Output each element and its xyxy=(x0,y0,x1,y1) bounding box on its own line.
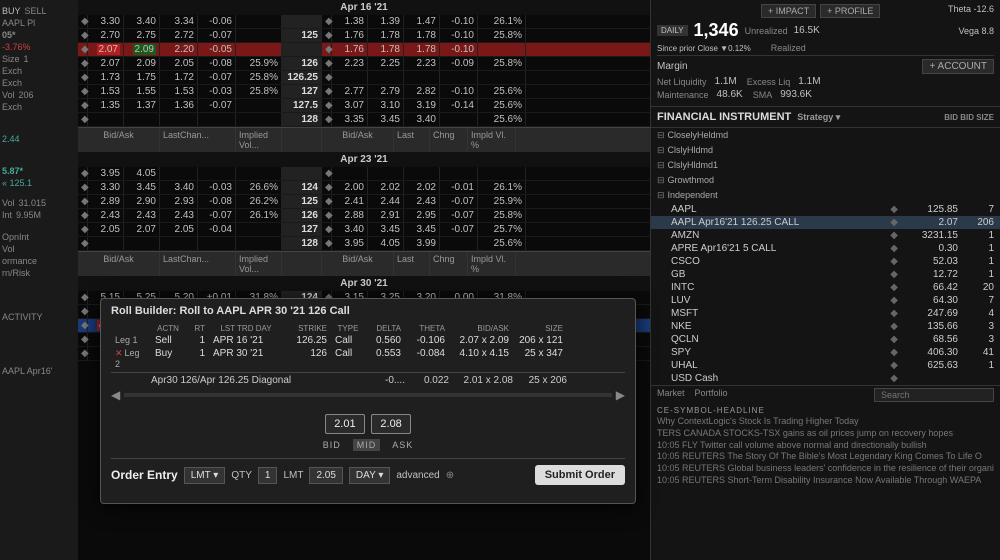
chain-row[interactable]: ◆2.702.75 2.72-0.07 125 ◆1.761.78 1.78-0… xyxy=(78,29,650,43)
position-row[interactable]: INTC◆66.4220 xyxy=(651,281,1000,294)
position-row[interactable]: AMZN◆3231.151 xyxy=(651,229,1000,242)
account-group[interactable]: Growthmod xyxy=(651,173,1000,188)
pct-change: -3.76% xyxy=(2,42,31,52)
chain-row[interactable]: ◆3.954.05 ◆ xyxy=(78,167,650,181)
search-input[interactable]: Search xyxy=(874,388,994,402)
pnl-value: 1,346 xyxy=(694,20,739,41)
news-headline[interactable]: 10:05 FLY Twitter call volume above norm… xyxy=(657,440,994,452)
chain-row[interactable]: ◆1.351.37 1.36-0.07 127.5 ◆3.073.10 3.19… xyxy=(78,99,650,113)
mid-toggle[interactable]: MID xyxy=(353,439,381,451)
account-button[interactable]: + ACCOUNT xyxy=(922,59,994,74)
expiry-header[interactable]: Apr 30 '21 xyxy=(78,276,650,291)
news-headline[interactable]: Why ContextLogic's Stock Is Trading High… xyxy=(657,416,994,428)
sell-label[interactable]: SELL xyxy=(25,6,47,16)
slider-left-icon[interactable]: ◀ xyxy=(111,388,120,402)
strategy-select[interactable]: Strategy ▾ xyxy=(797,112,840,123)
expiry-header[interactable]: Apr 16 '21 xyxy=(78,0,650,15)
slider-right-icon[interactable]: ▶ xyxy=(616,388,625,402)
limit-price-input[interactable]: 2.05 xyxy=(309,467,342,484)
tif-select[interactable]: DAY ▾ xyxy=(349,467,390,484)
chain-row[interactable]: ◆1.531.55 1.53-0.0325.8% 127 ◆2.772.79 2… xyxy=(78,85,650,99)
position-row[interactable]: SPY◆406.3041 xyxy=(651,346,1000,359)
portfolio-tab[interactable]: Portfolio xyxy=(695,388,728,402)
profile-button[interactable]: + PROFILE xyxy=(820,4,880,18)
roll-title: Roll Builder: Roll to AAPL APR 30 '21 12… xyxy=(111,305,625,317)
position-row[interactable]: UHAL◆625.631 xyxy=(651,359,1000,372)
order-entry-label: Order Entry xyxy=(111,468,178,482)
news-headline[interactable]: 10:05 REUTERS Short-Term Disability Insu… xyxy=(657,475,994,487)
remove-leg-icon[interactable]: ✕ xyxy=(115,348,123,358)
news-headline[interactable]: TERS CANADA STOCKS-TSX gains as oil pric… xyxy=(657,428,994,440)
position-row[interactable]: QCLN◆68.563 xyxy=(651,333,1000,346)
buy-label[interactable]: BUY xyxy=(2,6,21,16)
news-headline[interactable]: 10:05 REUTERS Global business leaders' c… xyxy=(657,463,994,475)
chain-row[interactable]: ◆3.303.40 3.34-0.06 ◆1.381.39 1.47-0.102… xyxy=(78,15,650,29)
price-option-1[interactable]: 2.01 xyxy=(325,414,364,434)
position-row[interactable]: MSFT◆247.694 xyxy=(651,307,1000,320)
account-group[interactable]: Independent xyxy=(651,188,1000,203)
chain-row[interactable]: ◆2.072.09 2.20-0.05 ◆1.761.78 1.78-0.10 xyxy=(78,43,650,57)
account-group[interactable]: ClslyHldmd xyxy=(651,143,1000,158)
chain-row[interactable]: ◆ 128 ◆3.353.45 3.4025.6% xyxy=(78,113,650,127)
fi-header: FINANCIAL INSTRUMENT xyxy=(657,111,791,123)
chain-row[interactable]: ◆2.052.07 2.05-0.04 127 ◆3.403.45 3.45-0… xyxy=(78,223,650,237)
account-group[interactable]: ClslyHldmd1 xyxy=(651,158,1000,173)
roll-builder-panel: Roll Builder: Roll to AAPL APR 30 '21 12… xyxy=(100,298,636,504)
chain-row[interactable]: ◆2.072.09 2.05-0.0825.9% 126 ◆2.232.25 2… xyxy=(78,57,650,71)
position-row[interactable]: APRE Apr16'21 5 CALL◆0.301 xyxy=(651,242,1000,255)
ask-toggle[interactable]: ASK xyxy=(392,440,413,450)
advanced-toggle[interactable]: advanced xyxy=(396,470,439,481)
chain-row[interactable]: ◆1.731.75 1.72-0.0725.8% 126.25 ◆ xyxy=(78,71,650,85)
price-option-2[interactable]: 2.08 xyxy=(371,414,410,434)
account-group[interactable]: CloselyHeldmd xyxy=(651,128,1000,143)
daily-badge: DAILY xyxy=(657,25,688,36)
market-tab[interactable]: Market xyxy=(657,388,685,402)
position-row[interactable]: AAPL Apr16'21 126.25 CALL◆2.07206 xyxy=(651,216,1000,229)
submit-order-button[interactable]: Submit Order xyxy=(535,465,625,485)
position-row[interactable]: GB◆12.721 xyxy=(651,268,1000,281)
position-row[interactable]: CSCO◆52.031 xyxy=(651,255,1000,268)
qty-input[interactable]: 1 xyxy=(258,467,278,484)
chain-row[interactable]: ◆3.303.45 3.40-0.0326.6% 124 ◆2.002.02 2… xyxy=(78,181,650,195)
news-headline[interactable]: 10:05 REUTERS The Story Of The Bible's M… xyxy=(657,451,994,463)
position-row[interactable]: NKE◆135.663 xyxy=(651,320,1000,333)
impact-button[interactable]: + IMPACT xyxy=(761,4,816,18)
expiry-header[interactable]: Apr 23 '21 xyxy=(78,152,650,167)
order-type-select[interactable]: LMT ▾ xyxy=(184,467,226,484)
activity-tab[interactable]: ACTIVITY xyxy=(2,312,43,322)
ticker-label: AAPL Pl xyxy=(2,18,35,28)
price-val: 05* xyxy=(2,30,16,40)
chain-row[interactable]: ◆2.432.43 2.43-0.0726.1% 126 ◆2.882.91 2… xyxy=(78,209,650,223)
position-row[interactable]: AAPL◆125.857 xyxy=(651,203,1000,216)
chain-row[interactable]: ◆2.892.90 2.93-0.0826.2% 125 ◆2.412.44 2… xyxy=(78,195,650,209)
chain-row[interactable]: ◆ 128 ◆3.954.05 3.9925.6% xyxy=(78,237,650,251)
bid-toggle[interactable]: BID xyxy=(323,440,341,450)
position-row[interactable]: LUV◆64.307 xyxy=(651,294,1000,307)
position-row[interactable]: USD Cash◆ xyxy=(651,372,1000,385)
